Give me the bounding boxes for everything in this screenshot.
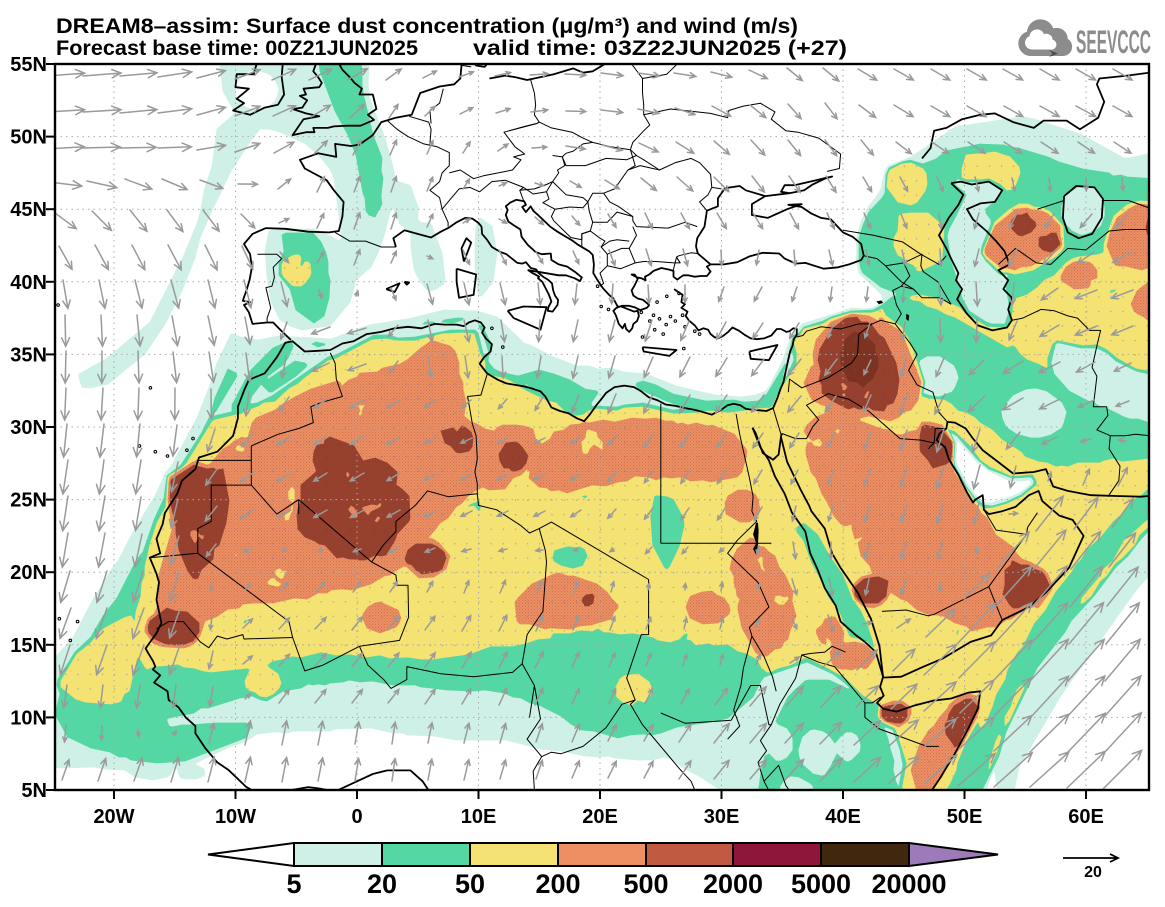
svg-text:200: 200 [535,869,580,899]
svg-text:55N: 55N [10,54,47,76]
svg-text:60E: 60E [1068,806,1104,828]
svg-text:Forecast base time: 00Z21JUN20: Forecast base time: 00Z21JUN2025 [56,37,418,60]
svg-text:30N: 30N [10,417,47,439]
svg-text:0: 0 [351,806,362,828]
svg-text:40E: 40E [825,806,861,828]
svg-text:25N: 25N [10,490,47,512]
svg-text:20N: 20N [10,562,47,584]
svg-text:40N: 40N [10,272,47,294]
svg-text:5: 5 [286,869,301,899]
svg-text:500: 500 [623,869,668,899]
svg-text:20W: 20W [93,806,134,828]
svg-text:35N: 35N [10,344,47,366]
svg-text:50: 50 [455,869,485,899]
svg-text:20E: 20E [582,806,618,828]
svg-text:15N: 15N [10,635,47,657]
svg-text:45N: 45N [10,199,47,221]
svg-text:5000: 5000 [791,869,851,899]
svg-text:5N: 5N [21,780,47,802]
svg-text:20: 20 [367,869,397,899]
svg-text:valid time: 03Z22JUN2025 (+27): valid time: 03Z22JUN2025 (+27) [473,37,847,60]
svg-text:SEEVCCC: SEEVCCC [1076,24,1151,60]
svg-text:50E: 50E [947,806,983,828]
svg-text:30E: 30E [704,806,740,828]
svg-text:DREAM8–assim: Surface dust con: DREAM8–assim: Surface dust concentration… [56,15,798,38]
svg-text:20000: 20000 [871,869,946,899]
svg-text:20: 20 [1084,864,1102,881]
svg-text:10W: 10W [215,806,256,828]
svg-text:2000: 2000 [703,869,763,899]
svg-text:10E: 10E [461,806,497,828]
svg-text:10N: 10N [10,707,47,729]
svg-text:50N: 50N [10,127,47,149]
